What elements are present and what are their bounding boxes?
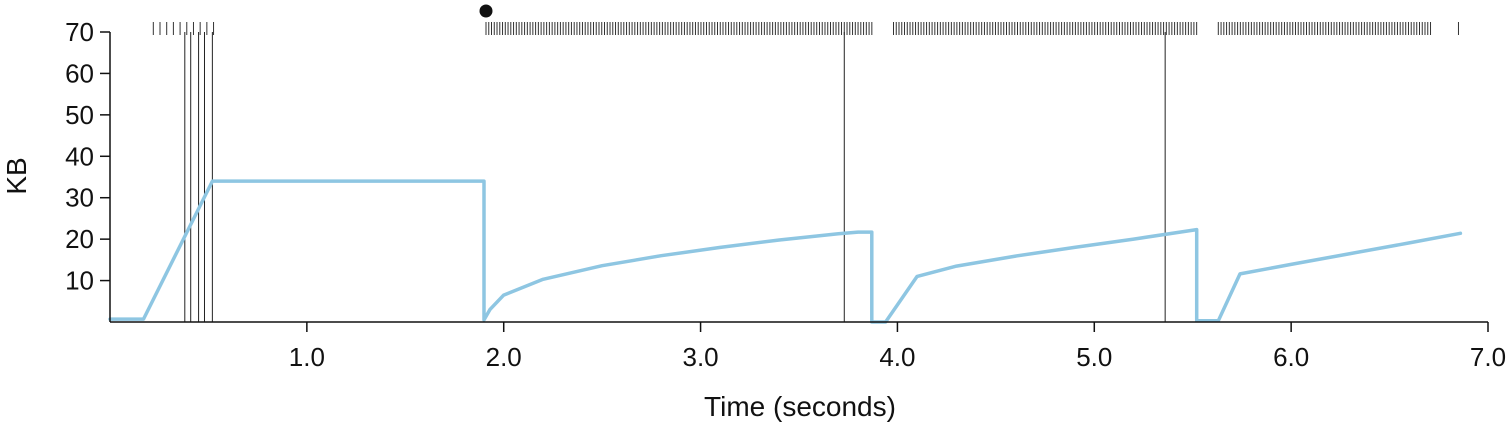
x-tick-label: 4.0	[879, 342, 915, 372]
x-axis-label: Time (seconds)	[704, 391, 896, 422]
axes	[109, 32, 1488, 323]
x-tick-label: 6.0	[1273, 342, 1309, 372]
y-axis-label: KB	[1, 157, 32, 194]
x-tick-label: 1.0	[289, 342, 325, 372]
x-tick-label: 2.0	[486, 342, 522, 372]
x-tick-label: 7.0	[1470, 342, 1506, 372]
y-axis-ticks: 10 20 30 40 50 60 70	[65, 17, 110, 296]
x-axis-ticks: 1.0 2.0 3.0 4.0 5.0 6.0 7.0	[289, 322, 1506, 372]
event-tick-row	[152, 22, 1459, 35]
vertical-lines	[184, 32, 1166, 322]
series-group	[108, 179, 1463, 324]
series-line	[108, 179, 1463, 324]
y-tick-label: 70	[65, 17, 94, 47]
y-tick-label: 50	[65, 100, 94, 130]
y-tick-label: 20	[65, 224, 94, 254]
y-tick-label: 60	[65, 58, 94, 88]
y-tick-label: 10	[65, 266, 94, 296]
x-tick-label: 3.0	[682, 342, 718, 372]
y-tick-label: 30	[65, 183, 94, 213]
marker-dot	[479, 4, 493, 18]
x-tick-label: 5.0	[1076, 342, 1112, 372]
y-tick-label: 40	[65, 141, 94, 171]
marker-dot-group	[479, 4, 493, 18]
